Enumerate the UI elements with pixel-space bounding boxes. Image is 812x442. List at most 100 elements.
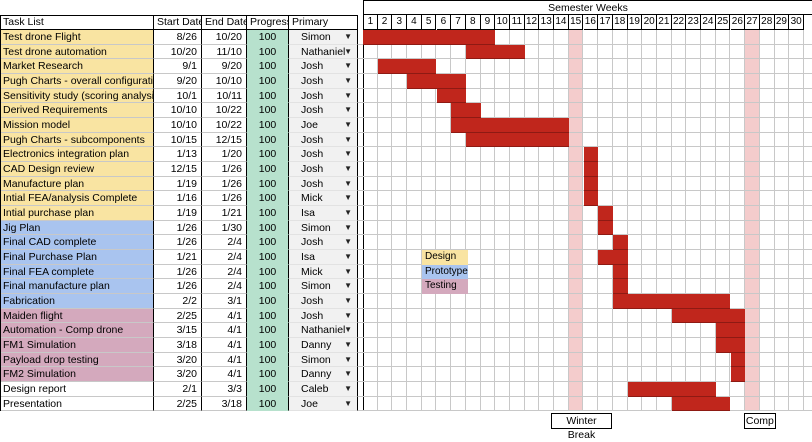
task-name-cell[interactable]: Presentation <box>0 396 154 412</box>
end-date-cell[interactable]: 1/26 <box>202 162 247 177</box>
primary-dropdown[interactable]: Josh ▼ <box>289 59 358 74</box>
end-date-cell[interactable]: 10/22 <box>202 118 247 133</box>
progress-cell[interactable]: 100 <box>247 162 289 177</box>
start-date-cell[interactable]: 1/16 <box>154 191 202 207</box>
progress-cell[interactable]: 100 <box>247 118 289 133</box>
task-name-cell[interactable]: Automation - Comp drone <box>0 323 154 339</box>
end-date-cell[interactable]: 1/30 <box>202 220 247 236</box>
end-date-cell[interactable]: 1/20 <box>202 147 247 163</box>
progress-cell[interactable]: 100 <box>247 191 289 207</box>
caret-down-icon[interactable]: ▼ <box>344 208 352 218</box>
progress-cell[interactable]: 100 <box>247 176 289 192</box>
task-name-cell[interactable]: Manufacture plan <box>0 176 154 192</box>
end-date-cell[interactable]: 2/4 <box>202 279 247 295</box>
caret-down-icon[interactable]: ▼ <box>344 164 352 174</box>
caret-down-icon[interactable]: ▼ <box>344 76 352 85</box>
primary-dropdown[interactable]: Josh ▼ <box>289 162 358 177</box>
progress-cell[interactable]: 100 <box>247 44 289 60</box>
progress-cell[interactable]: 100 <box>247 382 289 397</box>
column-header-end-date[interactable]: End Date <box>202 15 247 30</box>
progress-cell[interactable]: 100 <box>247 30 289 45</box>
primary-dropdown[interactable]: Josh ▼ <box>289 74 358 89</box>
primary-dropdown[interactable]: Simon ▼ <box>289 352 358 368</box>
primary-dropdown[interactable]: Mick ▼ <box>289 264 358 280</box>
end-date-cell[interactable]: 2/4 <box>202 264 247 280</box>
start-date-cell[interactable]: 2/25 <box>154 308 202 324</box>
progress-cell[interactable]: 100 <box>247 132 289 148</box>
caret-down-icon[interactable]: ▼ <box>344 296 352 306</box>
start-date-cell[interactable]: 1/26 <box>154 279 202 295</box>
column-header-progress[interactable]: Progress <box>247 15 289 30</box>
end-date-cell[interactable]: 2/4 <box>202 250 247 265</box>
start-date-cell[interactable]: 1/26 <box>154 220 202 236</box>
primary-dropdown[interactable]: Nathaniel ▼ <box>289 323 358 339</box>
task-name-cell[interactable]: Pugh Charts - overall configuration <box>0 74 154 89</box>
caret-down-icon[interactable]: ▼ <box>344 120 352 130</box>
task-name-cell[interactable]: Final manufacture plan <box>0 279 154 295</box>
caret-down-icon[interactable]: ▼ <box>344 281 352 291</box>
start-date-cell[interactable]: 10/10 <box>154 103 202 118</box>
task-name-cell[interactable]: Mission model <box>0 118 154 133</box>
task-name-cell[interactable]: Market Research <box>0 59 154 74</box>
task-name-cell[interactable]: Payload drop testing <box>0 352 154 368</box>
primary-dropdown[interactable]: Joe ▼ <box>289 118 358 133</box>
task-name-cell[interactable]: Test drone automation <box>0 44 154 60</box>
task-name-cell[interactable]: Test drone Flight <box>0 30 154 45</box>
end-date-cell[interactable]: 1/26 <box>202 176 247 192</box>
start-date-cell[interactable]: 1/26 <box>154 264 202 280</box>
task-name-cell[interactable]: FM2 Simulation <box>0 367 154 383</box>
task-name-cell[interactable]: Jig Plan <box>0 220 154 236</box>
column-header-primary[interactable]: Primary <box>289 15 358 30</box>
task-name-cell[interactable]: CAD Design review <box>0 162 154 177</box>
start-date-cell[interactable]: 1/13 <box>154 147 202 163</box>
column-header-task-list[interactable]: Task List <box>0 15 154 30</box>
primary-dropdown[interactable]: Josh ▼ <box>289 235 358 251</box>
end-date-cell[interactable]: 1/26 <box>202 191 247 207</box>
progress-cell[interactable]: 100 <box>247 338 289 353</box>
primary-dropdown[interactable]: Isa ▼ <box>289 250 358 265</box>
caret-down-icon[interactable]: ▼ <box>344 32 352 41</box>
end-date-cell[interactable]: 4/1 <box>202 338 247 353</box>
caret-down-icon[interactable]: ▼ <box>344 266 352 276</box>
start-date-cell[interactable]: 1/19 <box>154 206 202 221</box>
start-date-cell[interactable]: 1/21 <box>154 250 202 265</box>
primary-dropdown[interactable]: Josh ▼ <box>289 308 358 324</box>
primary-dropdown[interactable]: Josh ▼ <box>289 132 358 148</box>
progress-cell[interactable]: 100 <box>247 220 289 236</box>
start-date-cell[interactable]: 8/26 <box>154 30 202 45</box>
progress-cell[interactable]: 100 <box>247 206 289 221</box>
task-name-cell[interactable]: Intial FEA/analysis Complete <box>0 191 154 207</box>
primary-dropdown[interactable]: Isa ▼ <box>289 206 358 221</box>
progress-cell[interactable]: 100 <box>247 88 289 104</box>
primary-dropdown[interactable]: Josh ▼ <box>289 294 358 309</box>
caret-down-icon[interactable]: ▼ <box>344 46 352 56</box>
start-date-cell[interactable]: 12/15 <box>154 162 202 177</box>
start-date-cell[interactable]: 1/26 <box>154 235 202 251</box>
caret-down-icon[interactable]: ▼ <box>344 310 352 320</box>
start-date-cell[interactable]: 10/1 <box>154 88 202 104</box>
primary-dropdown[interactable]: Danny ▼ <box>289 338 358 353</box>
start-date-cell[interactable]: 9/1 <box>154 59 202 74</box>
primary-dropdown[interactable]: Josh ▼ <box>289 176 358 192</box>
progress-cell[interactable]: 100 <box>247 294 289 309</box>
end-date-cell[interactable]: 4/1 <box>202 308 247 324</box>
task-name-cell[interactable]: Final Purchase Plan <box>0 250 154 265</box>
end-date-cell[interactable]: 3/1 <box>202 294 247 309</box>
caret-down-icon[interactable]: ▼ <box>344 61 352 71</box>
caret-down-icon[interactable]: ▼ <box>344 178 352 188</box>
primary-dropdown[interactable]: Simon ▼ <box>289 30 358 45</box>
task-name-cell[interactable]: Sensitivity study (scoring analysis) <box>0 88 154 104</box>
primary-dropdown[interactable]: Joe ▼ <box>289 396 358 412</box>
start-date-cell[interactable]: 1/19 <box>154 176 202 192</box>
end-date-cell[interactable]: 3/3 <box>202 382 247 397</box>
start-date-cell[interactable]: 3/15 <box>154 323 202 339</box>
caret-down-icon[interactable]: ▼ <box>344 340 352 350</box>
start-date-cell[interactable]: 3/20 <box>154 367 202 383</box>
progress-cell[interactable]: 100 <box>247 59 289 74</box>
start-date-cell[interactable]: 2/1 <box>154 382 202 397</box>
caret-down-icon[interactable]: ▼ <box>344 369 352 379</box>
progress-cell[interactable]: 100 <box>247 279 289 295</box>
primary-dropdown[interactable]: Danny ▼ <box>289 367 358 383</box>
primary-dropdown[interactable]: Simon ▼ <box>289 220 358 236</box>
progress-cell[interactable]: 100 <box>247 235 289 251</box>
